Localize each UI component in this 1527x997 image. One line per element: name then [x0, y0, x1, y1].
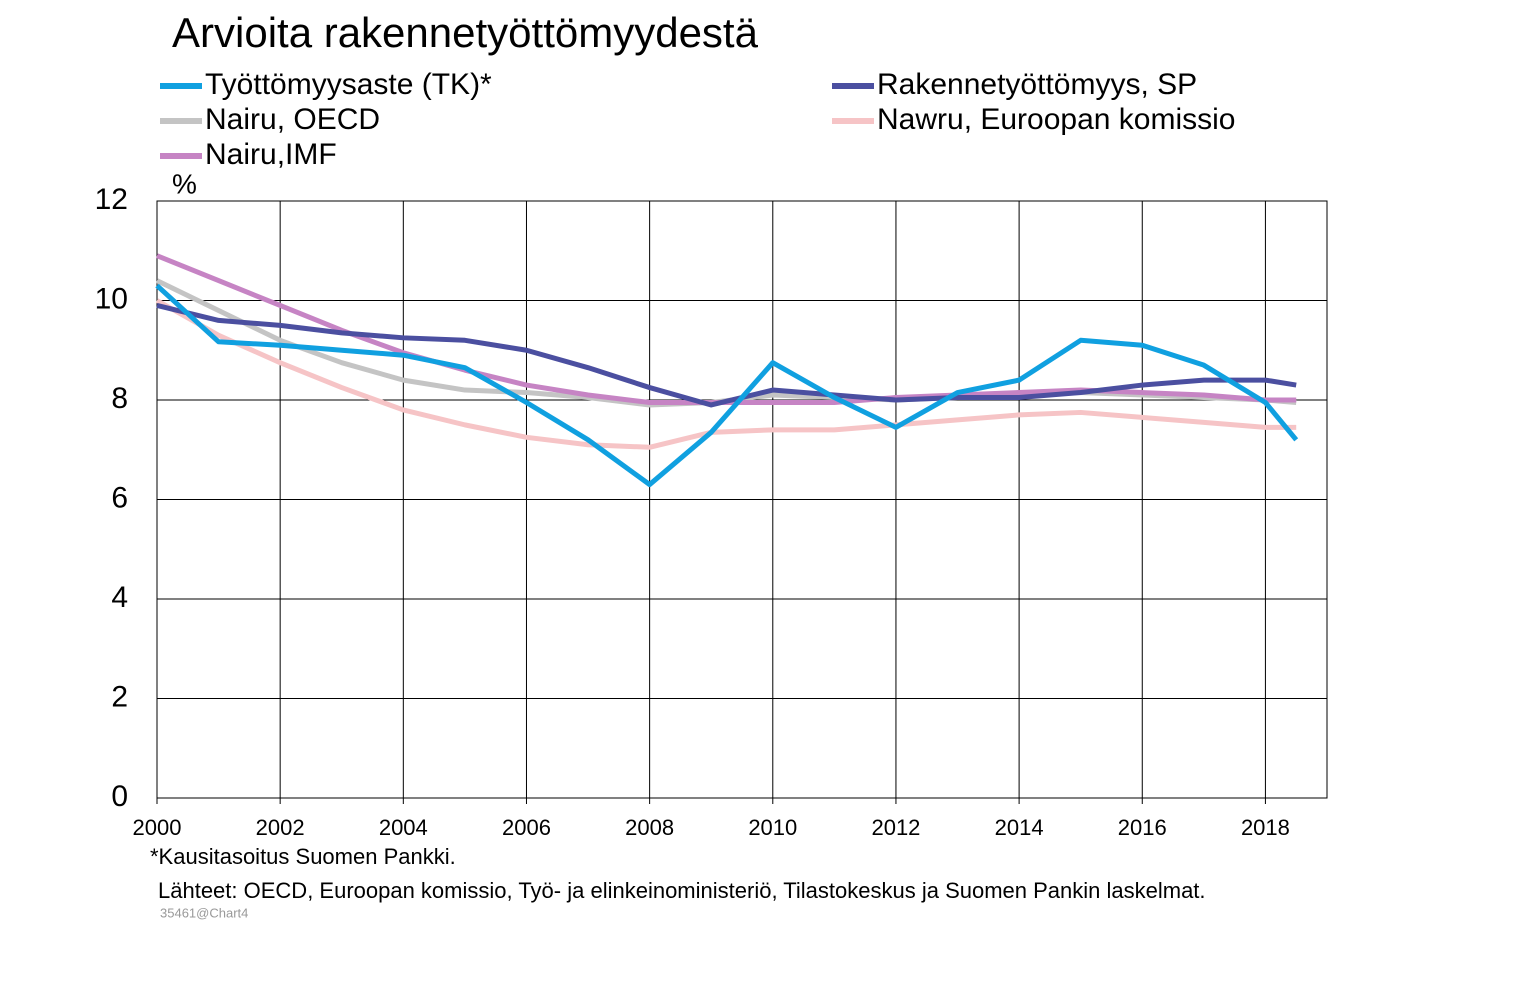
legend-label: Rakennetyöttömyys, SP: [877, 68, 1197, 101]
x-tick-label: 2008: [625, 815, 674, 840]
y-tick-label: 2: [111, 680, 128, 713]
series-line: [155, 298, 1297, 450]
x-tick-label: 2010: [748, 815, 797, 840]
legend-label: Työttömyysaste (TK)*: [205, 68, 492, 101]
x-tick-label: 2006: [502, 815, 551, 840]
x-tick-label: 2000: [133, 815, 182, 840]
footnote: *Kausitasoitus Suomen Pankki.: [150, 844, 456, 869]
legend-label: Nairu,IMF: [205, 138, 337, 171]
x-tick-label: 2016: [1118, 815, 1167, 840]
x-tick-label: 2012: [871, 815, 920, 840]
y-tick-label: 0: [111, 780, 128, 813]
y-tick-label: 8: [111, 382, 128, 415]
y-tick-label: 12: [95, 183, 128, 216]
legend-label: Nairu, OECD: [205, 103, 380, 136]
y-tick-label: 10: [95, 282, 128, 315]
x-tick-label: 2018: [1241, 815, 1290, 840]
y-tick-label: 4: [111, 581, 128, 614]
y-tick-label: 6: [111, 481, 128, 514]
chart-id: 35461@Chart4: [160, 905, 248, 920]
legend-label: Nawru, Euroopan komissio: [877, 103, 1236, 136]
chart-title: Arvioita rakennetyöttömyydestä: [172, 9, 759, 56]
source-note: Lähteet: OECD, Euroopan komissio, Työ- j…: [158, 878, 1206, 903]
x-tick-label: 2014: [995, 815, 1044, 840]
x-tick-label: 2004: [379, 815, 428, 840]
x-tick-label: 2002: [256, 815, 305, 840]
y-unit: %: [172, 168, 197, 199]
series-line: [155, 283, 1299, 488]
